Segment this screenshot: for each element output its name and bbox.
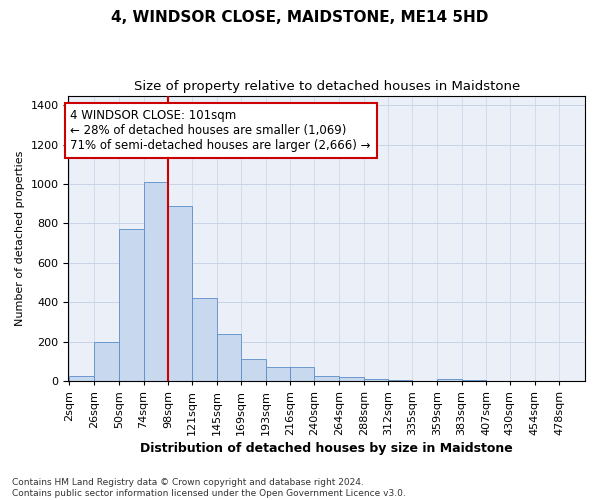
Bar	[290, 367, 314, 381]
Bar	[119, 230, 143, 381]
Bar	[314, 376, 339, 381]
Text: 4, WINDSOR CLOSE, MAIDSTONE, ME14 5HD: 4, WINDSOR CLOSE, MAIDSTONE, ME14 5HD	[112, 10, 488, 25]
X-axis label: Distribution of detached houses by size in Maidstone: Distribution of detached houses by size …	[140, 442, 513, 455]
Y-axis label: Number of detached properties: Number of detached properties	[15, 150, 25, 326]
Bar	[437, 379, 461, 381]
Bar	[70, 376, 94, 381]
Bar	[364, 379, 388, 381]
Bar	[192, 298, 217, 381]
Bar	[217, 334, 241, 381]
Bar	[266, 367, 290, 381]
Text: 4 WINDSOR CLOSE: 101sqm
← 28% of detached houses are smaller (1,069)
71% of semi: 4 WINDSOR CLOSE: 101sqm ← 28% of detache…	[70, 110, 371, 152]
Bar	[339, 377, 364, 381]
Title: Size of property relative to detached houses in Maidstone: Size of property relative to detached ho…	[134, 80, 520, 93]
Bar	[168, 206, 192, 381]
Text: Contains HM Land Registry data © Crown copyright and database right 2024.
Contai: Contains HM Land Registry data © Crown c…	[12, 478, 406, 498]
Bar	[388, 380, 412, 381]
Bar	[241, 360, 266, 381]
Bar	[143, 182, 168, 381]
Bar	[461, 380, 486, 381]
Bar	[94, 342, 119, 381]
